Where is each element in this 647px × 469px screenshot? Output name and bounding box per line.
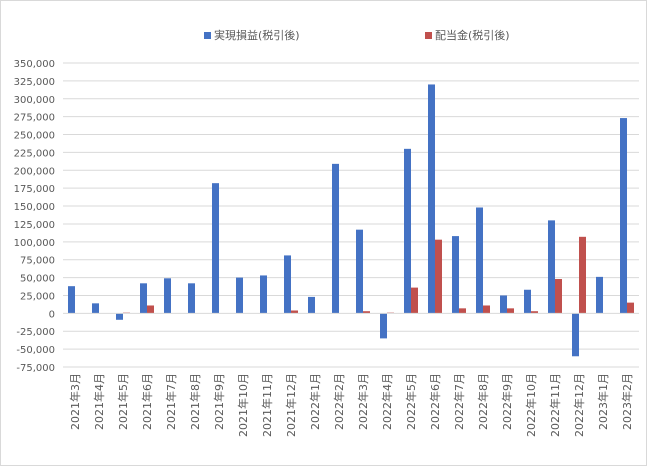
bar-dividends: [507, 308, 514, 314]
bar-realized-pnl: [452, 236, 459, 314]
bar-dividends: [579, 236, 586, 314]
bar-dividends: [483, 305, 490, 314]
bar-realized-pnl: [92, 303, 99, 314]
bar-realized-pnl: [620, 118, 627, 314]
x-tick-label: 2021年8月: [188, 373, 202, 430]
bar-realized-pnl: [164, 278, 171, 314]
x-tick-label: 2021年11月: [260, 373, 274, 437]
x-tick-label: 2022年8月: [476, 373, 490, 430]
legend-swatch-realized-pnl: [204, 32, 211, 39]
x-tick-label: 2021年7月: [164, 373, 178, 430]
x-tick-label: 2021年3月: [68, 373, 82, 430]
bar-realized-pnl: [260, 275, 267, 314]
y-tick-label: 325,000: [14, 77, 55, 88]
x-tick-label: 2022年10月: [524, 373, 538, 437]
x-tick-label: 2022年3月: [356, 373, 370, 430]
y-tick-label: 250,000: [14, 131, 55, 142]
bar-realized-pnl: [428, 84, 435, 314]
y-tick-label: 100,000: [14, 238, 55, 249]
bar-dividends: [531, 311, 538, 314]
bar-realized-pnl: [500, 295, 507, 314]
x-tick-label: 2022年7月: [452, 373, 466, 430]
x-tick-label: 2022年12月: [572, 373, 586, 437]
legend-item-dividends: 配当金(税引後): [425, 28, 510, 42]
bar-realized-pnl: [476, 207, 483, 314]
bar-realized-pnl: [116, 313, 123, 320]
bar-realized-pnl: [212, 183, 219, 314]
gridlines: [63, 62, 639, 368]
bar-realized-pnl: [380, 313, 387, 339]
x-tick-label: 2021年5月: [116, 373, 130, 430]
x-tick-label: 2022年1月: [308, 373, 322, 430]
bar-dividends: [411, 287, 418, 314]
y-tick-label: 150,000: [14, 202, 55, 213]
x-tick-label: 2021年9月: [212, 373, 226, 430]
y-tick-label: -75,000: [16, 363, 55, 374]
y-tick-label: 75,000: [20, 256, 55, 267]
bar-realized-pnl: [188, 283, 195, 314]
x-tick-label: 2021年12月: [284, 373, 298, 437]
x-tick-label: 2021年6月: [140, 373, 154, 430]
bar-dividends: [291, 310, 298, 314]
x-tick-label: 2021年10月: [236, 373, 250, 437]
y-tick-label: 200,000: [14, 166, 55, 177]
y-tick-label: 275,000: [14, 113, 55, 124]
legend-label-dividends: 配当金(税引後): [435, 28, 510, 42]
legend-label-realized-pnl: 実現損益(税引後): [214, 28, 300, 42]
legend: 実現損益(税引後) 配当金(税引後): [204, 28, 510, 42]
bar-dividends: [627, 302, 634, 314]
bar-realized-pnl: [548, 220, 555, 314]
x-tick-label: 2022年11月: [548, 373, 562, 437]
legend-item-realized-pnl: 実現損益(税引後): [204, 28, 300, 42]
bar-realized-pnl: [596, 276, 603, 314]
y-tick-label: 350,000: [14, 59, 55, 70]
y-tick-label: 225,000: [14, 148, 55, 159]
x-tick-label: 2022年5月: [404, 373, 418, 430]
bar-realized-pnl: [284, 255, 291, 314]
x-tick-label: 2023年1月: [596, 373, 610, 430]
y-tick-label: -50,000: [16, 345, 55, 356]
y-axis-tick-labels: 350,000 325,000 300,000 275,000 250,000 225,0…: [14, 59, 55, 374]
bar-dividends: [555, 279, 562, 314]
bar-realized-pnl: [332, 163, 339, 314]
x-tick-label: 2022年2月: [332, 373, 346, 430]
x-tick-label: 2022年9月: [500, 373, 514, 430]
x-tick-label: 2022年4月: [380, 373, 394, 430]
bar-realized-pnl: [140, 283, 147, 314]
y-tick-label: 50,000: [20, 274, 55, 285]
bar-realized-pnl: [236, 277, 243, 314]
y-tick-label: 25,000: [20, 291, 55, 302]
x-tick-label: 2021年4月: [92, 373, 106, 430]
x-tick-label: 2022年6月: [428, 373, 442, 430]
bar-realized-pnl: [308, 296, 315, 314]
bar-dividends: [435, 239, 442, 314]
y-tick-label: 0: [49, 309, 55, 320]
y-tick-label: -25,000: [16, 327, 55, 338]
legend-swatch-dividends: [425, 32, 432, 39]
y-tick-label: 175,000: [14, 184, 55, 195]
bar-realized-pnl: [356, 229, 363, 314]
bar-realized-pnl: [404, 148, 411, 314]
bar-dividends: [363, 311, 370, 314]
bar-realized-pnl: [572, 313, 579, 357]
bars: [68, 84, 634, 357]
y-tick-label: 300,000: [14, 95, 55, 106]
bar-realized-pnl: [524, 289, 531, 314]
x-axis-tick-labels: 2021年3月 2021年4月 2021年5月 2021年6月 2021年7月 2021年…: [68, 373, 634, 437]
bar-realized-pnl: [68, 286, 75, 314]
y-tick-label: 125,000: [14, 220, 55, 231]
x-tick-label: 2023年2月: [620, 373, 634, 430]
bar-dividends: [147, 305, 154, 314]
bar-dividends: [459, 308, 466, 314]
